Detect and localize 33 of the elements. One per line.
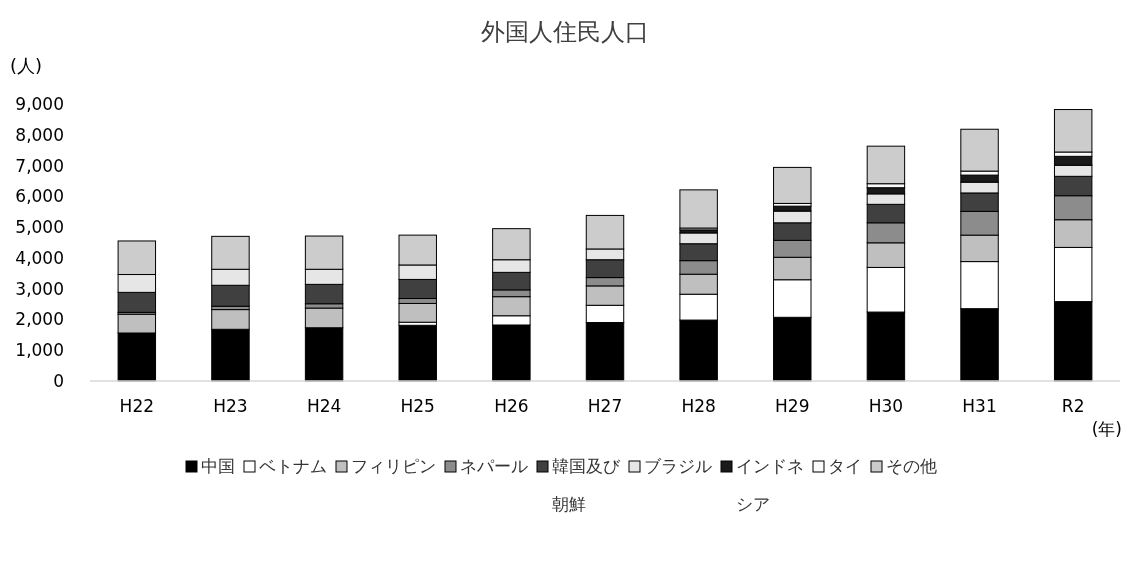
legend-label: タイ (828, 456, 862, 476)
legend-label: ブラジル (644, 456, 712, 476)
y-tick-label: 7,000 (15, 155, 64, 176)
legend-label: 中国 (201, 456, 235, 476)
x-tick-label: H25 (400, 396, 435, 416)
y-tick-label: 0 (53, 370, 64, 391)
x-tick-label: H29 (775, 396, 810, 416)
chart-title: 外国人住民人口 (481, 18, 649, 46)
legend-label: ネパール (460, 456, 528, 476)
legend-label: ベトナム (259, 456, 327, 476)
y-tick-label: 9,000 (15, 93, 64, 114)
x-tick-label: H28 (681, 396, 716, 416)
y-tick-label: 8,000 (15, 124, 64, 145)
x-tick-label: H27 (587, 396, 623, 416)
legend-label: フィリピン (351, 456, 436, 476)
x-tick-label: R2 (1061, 396, 1085, 416)
legend-label: 韓国及び朝鮮 (552, 456, 621, 514)
legend-label: その他 (886, 456, 937, 476)
y-tick-label: 2,000 (15, 309, 64, 330)
x-axis-title: (年) (1091, 419, 1122, 439)
x-tick-label: H31 (962, 396, 997, 416)
y-tick-label: 3,000 (15, 278, 64, 299)
y-tick-label: 6,000 (15, 186, 64, 207)
x-tick-label: H24 (306, 396, 342, 416)
y-tick-label: 1,000 (15, 340, 64, 361)
legend-label: インドネシア (736, 456, 804, 514)
y-axis-title: (人) (10, 55, 43, 76)
x-tick-label: H26 (494, 396, 529, 416)
x-tick-label: H22 (119, 396, 155, 416)
y-tick-label: 5,000 (15, 217, 64, 238)
x-tick-label: H23 (213, 396, 248, 416)
x-tick-label: H30 (868, 396, 904, 416)
y-tick-label: 4,000 (15, 247, 64, 268)
